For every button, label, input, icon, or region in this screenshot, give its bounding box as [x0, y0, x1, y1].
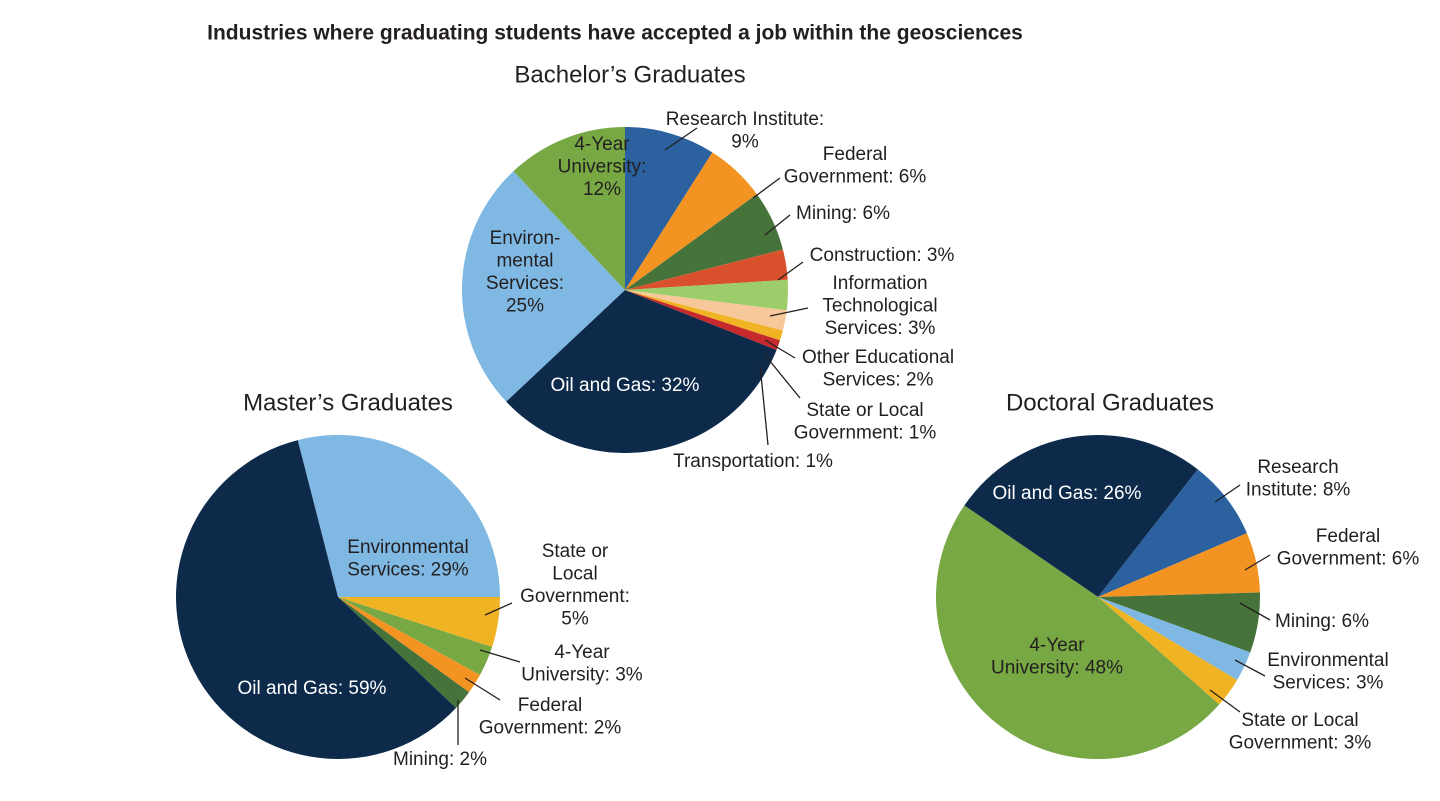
leader-line: [479, 649, 521, 663]
slice-label: Government:: [520, 586, 630, 607]
pie-slice: [625, 249, 788, 290]
pie-slice: [625, 152, 757, 290]
pie-slice: [513, 127, 625, 290]
slice-label: 5%: [561, 609, 589, 630]
leader-line: [759, 364, 769, 446]
slice-label: Mining: 6%: [796, 203, 890, 224]
leader-line: [484, 602, 513, 616]
pie-slice: [625, 290, 787, 331]
pie-slice: [297, 435, 500, 597]
pie-slice: [1098, 592, 1260, 653]
slice-label: 12%: [583, 179, 621, 200]
pie-slice: [338, 597, 480, 693]
leader-line: [1214, 484, 1241, 503]
slice-label: Other Educational: [802, 347, 954, 368]
slice-label: Federal: [518, 695, 582, 716]
slice-label: University:: [558, 157, 647, 178]
slice-label: Institute: 8%: [1246, 480, 1351, 501]
pie-slice: [462, 171, 625, 402]
leader-line: [769, 307, 809, 317]
slice-label: Mining: 2%: [393, 749, 487, 770]
slice-label: Services: 3%: [825, 318, 936, 339]
pie-slice: [964, 435, 1198, 597]
slice-label: State or Local: [806, 400, 923, 421]
leader-line: [764, 214, 791, 236]
pie-slice: [936, 505, 1220, 760]
slice-label: mental: [496, 251, 553, 272]
slice-label: Government: 2%: [479, 718, 622, 739]
slice-label: 4-Year: [554, 642, 610, 663]
pie-slice: [338, 597, 470, 708]
main-title: Industries where graduating students hav…: [207, 22, 1023, 45]
pie-slice: [1098, 597, 1238, 705]
slice-label: University: 48%: [991, 658, 1123, 679]
leader-line: [777, 261, 804, 281]
slice-label: Oil and Gas: 26%: [993, 483, 1142, 504]
slice-label: Government: 6%: [784, 167, 927, 188]
slice-label: Government: 6%: [1277, 549, 1420, 570]
slice-label: Local: [552, 564, 597, 585]
slice-label: Federal: [1316, 526, 1380, 547]
slice-label: 9%: [731, 132, 759, 153]
slice-label: Research: [1257, 457, 1338, 478]
pie-slice: [625, 279, 788, 311]
pie-slice: [625, 127, 713, 290]
leader-line: [752, 177, 781, 199]
pie-slice: [506, 290, 777, 454]
pie-slice: [1098, 533, 1260, 597]
slice-label: Services:: [486, 273, 564, 294]
slice-label: Government: 3%: [1229, 733, 1372, 754]
slice-label: Transportation: 1%: [673, 451, 833, 472]
pie-title: Master’s Graduates: [243, 389, 453, 416]
slice-label: State or Local: [1241, 710, 1358, 731]
slice-label: Mining: 6%: [1275, 611, 1369, 632]
pie-slice: [338, 597, 493, 676]
leader-line: [1234, 659, 1266, 677]
pie-slice: [1098, 597, 1251, 680]
slice-label: Services: 29%: [347, 560, 469, 581]
slice-label: University: 3%: [521, 665, 643, 686]
leader-line: [664, 127, 698, 151]
leader-line: [764, 354, 801, 399]
slice-label: Environmental: [1267, 650, 1388, 671]
leader-line: [1239, 602, 1271, 621]
pie-slice: [1098, 469, 1247, 597]
pie-slice: [175, 440, 457, 759]
slice-label: Environ-: [490, 228, 561, 249]
leader-line: [764, 339, 796, 359]
slice-label: Government: 1%: [794, 423, 937, 444]
leader-line: [464, 677, 501, 701]
slice-label: Oil and Gas: 32%: [551, 375, 700, 396]
pie-slice: [625, 290, 783, 341]
pie-slice: [338, 597, 500, 648]
slice-label: Oil and Gas: 59%: [238, 678, 387, 699]
pie-title: Bachelor’s Graduates: [514, 61, 745, 88]
slice-label: Construction: 3%: [810, 245, 955, 266]
slice-label: 4-Year: [1029, 635, 1085, 656]
leader-line: [1244, 554, 1271, 571]
slice-label: 25%: [506, 296, 544, 317]
slice-label: State or: [542, 541, 609, 562]
pie-title: Doctoral Graduates: [1006, 389, 1214, 416]
pie-slice: [625, 290, 781, 351]
slice-label: Information: [832, 273, 927, 294]
slice-label: Services: 3%: [1273, 673, 1384, 694]
leader-line: [1209, 689, 1241, 713]
pie-slice: [625, 194, 783, 290]
slice-label: Technological: [822, 296, 937, 317]
slice-label: Environmental: [347, 537, 468, 558]
slice-label: Services: 2%: [823, 370, 934, 391]
slice-label: Research Institute:: [666, 109, 824, 130]
slice-label: Federal: [823, 144, 887, 165]
slice-label: 4-Year: [574, 134, 630, 155]
